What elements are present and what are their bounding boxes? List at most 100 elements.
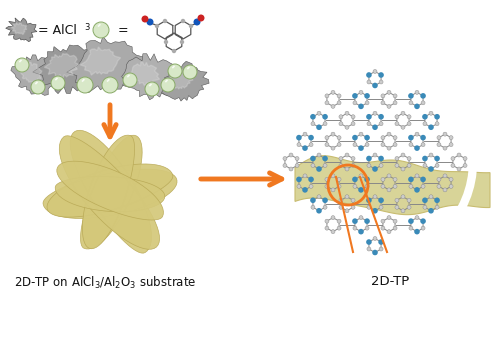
Circle shape <box>393 135 397 140</box>
Circle shape <box>372 83 378 88</box>
Circle shape <box>364 177 370 182</box>
Circle shape <box>337 177 341 181</box>
Circle shape <box>408 93 414 99</box>
Circle shape <box>345 111 349 115</box>
Circle shape <box>393 101 397 105</box>
Circle shape <box>420 135 426 141</box>
Circle shape <box>367 163 371 167</box>
Circle shape <box>366 197 372 203</box>
Circle shape <box>339 198 343 202</box>
Circle shape <box>401 153 405 157</box>
Polygon shape <box>11 55 58 95</box>
Circle shape <box>393 94 397 98</box>
Circle shape <box>451 156 455 160</box>
Circle shape <box>449 143 453 147</box>
Circle shape <box>163 19 167 23</box>
Circle shape <box>415 90 419 94</box>
Circle shape <box>325 135 329 140</box>
Circle shape <box>331 229 335 234</box>
Polygon shape <box>12 23 27 34</box>
Polygon shape <box>57 161 164 220</box>
Circle shape <box>359 174 363 178</box>
Circle shape <box>395 115 399 119</box>
Circle shape <box>387 104 391 109</box>
Circle shape <box>367 80 371 84</box>
Circle shape <box>437 135 441 140</box>
Circle shape <box>323 205 327 209</box>
Circle shape <box>449 184 453 188</box>
Circle shape <box>393 219 397 223</box>
Circle shape <box>437 184 441 188</box>
Circle shape <box>423 205 427 209</box>
Circle shape <box>407 163 411 167</box>
Circle shape <box>331 146 335 150</box>
Circle shape <box>395 205 399 209</box>
Circle shape <box>422 114 428 120</box>
Circle shape <box>372 208 378 214</box>
Circle shape <box>367 122 371 126</box>
Circle shape <box>339 156 343 160</box>
Circle shape <box>322 114 328 120</box>
Circle shape <box>373 69 377 73</box>
Circle shape <box>331 104 335 109</box>
Circle shape <box>409 226 413 230</box>
Circle shape <box>325 177 329 181</box>
Circle shape <box>367 247 371 251</box>
Circle shape <box>323 163 327 167</box>
Circle shape <box>146 19 154 26</box>
Circle shape <box>428 208 434 214</box>
Circle shape <box>337 143 341 147</box>
Circle shape <box>373 195 377 199</box>
Circle shape <box>297 143 301 147</box>
Circle shape <box>378 114 384 120</box>
Circle shape <box>77 77 93 93</box>
Circle shape <box>421 184 425 188</box>
Circle shape <box>352 93 358 99</box>
Circle shape <box>331 90 335 94</box>
Circle shape <box>322 156 328 161</box>
Polygon shape <box>82 135 134 249</box>
Circle shape <box>325 184 329 188</box>
Circle shape <box>381 219 385 223</box>
Polygon shape <box>169 69 192 89</box>
Circle shape <box>365 226 369 230</box>
Circle shape <box>277 64 473 260</box>
Polygon shape <box>130 62 160 85</box>
Circle shape <box>407 205 411 209</box>
Circle shape <box>449 177 453 181</box>
Circle shape <box>381 94 385 98</box>
Polygon shape <box>47 164 173 217</box>
Circle shape <box>317 111 321 115</box>
Circle shape <box>387 174 391 178</box>
Circle shape <box>331 132 335 136</box>
Circle shape <box>420 218 426 224</box>
Circle shape <box>145 82 159 96</box>
Circle shape <box>379 205 383 209</box>
Circle shape <box>172 49 176 53</box>
Circle shape <box>407 156 411 160</box>
Circle shape <box>123 73 137 87</box>
Circle shape <box>308 135 314 141</box>
Text: 2D-TP on AlCl$_3$/Al$_2$O$_3$ substrate: 2D-TP on AlCl$_3$/Al$_2$O$_3$ substrate <box>14 275 196 291</box>
Circle shape <box>395 163 399 167</box>
Circle shape <box>463 163 467 167</box>
Circle shape <box>297 184 301 188</box>
Circle shape <box>429 195 433 199</box>
Circle shape <box>93 22 109 38</box>
Circle shape <box>352 135 358 141</box>
Circle shape <box>337 226 341 230</box>
Polygon shape <box>43 169 177 219</box>
Circle shape <box>393 143 397 147</box>
Circle shape <box>415 174 419 178</box>
Circle shape <box>378 72 384 78</box>
Circle shape <box>309 143 313 147</box>
Circle shape <box>325 219 329 223</box>
Circle shape <box>434 197 440 203</box>
Circle shape <box>372 250 378 255</box>
Circle shape <box>449 135 453 140</box>
Circle shape <box>422 156 428 161</box>
Polygon shape <box>32 45 101 94</box>
Circle shape <box>407 198 411 202</box>
Circle shape <box>345 167 349 171</box>
Circle shape <box>366 156 372 161</box>
